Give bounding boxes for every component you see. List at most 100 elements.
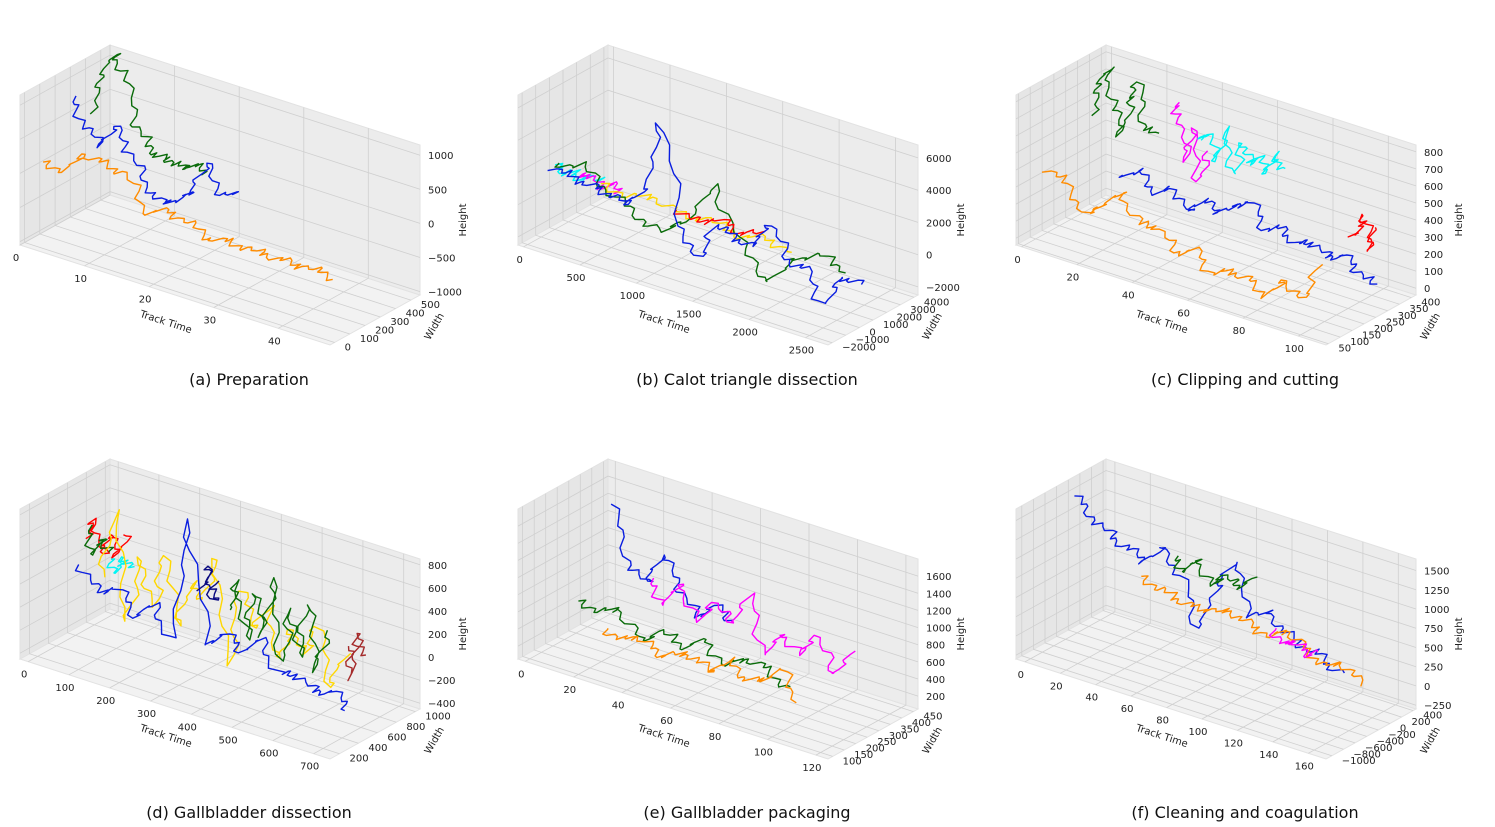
grid-line-z bbox=[19, 157, 421, 258]
z-axis-label: Height bbox=[458, 203, 469, 236]
grid-line-z bbox=[19, 464, 421, 566]
x-tick-label: 80 bbox=[1156, 716, 1169, 727]
z-tick-label: 400 bbox=[1424, 216, 1443, 227]
z-tick-label: 100 bbox=[1424, 267, 1443, 278]
grid-line-x bbox=[68, 474, 160, 676]
x-tick-label: 40 bbox=[1085, 693, 1098, 704]
y-tick-label: 250 bbox=[1386, 317, 1405, 328]
series-line-magenta bbox=[1268, 627, 1319, 659]
y-tick-label: 350 bbox=[900, 724, 919, 735]
z-tick-label: 600 bbox=[926, 658, 945, 669]
grid-line-x bbox=[805, 137, 896, 339]
y-tick-label: 0 bbox=[345, 342, 351, 353]
x-tick-label: 300 bbox=[137, 709, 156, 720]
z-tick-label: 750 bbox=[1424, 624, 1443, 635]
grid-line-y bbox=[1100, 47, 1412, 298]
grid-line-z bbox=[517, 509, 919, 611]
z-axis-label: Height bbox=[1454, 203, 1465, 236]
z-tick-label: 800 bbox=[926, 641, 945, 652]
x-tick-label: 200 bbox=[96, 696, 115, 707]
grid-line-z bbox=[19, 191, 421, 292]
z-tick-label: −250 bbox=[1424, 701, 1451, 712]
grid-line-y bbox=[562, 70, 874, 321]
y-axis-label: Width bbox=[1419, 311, 1443, 342]
y-tick-label: 300 bbox=[1398, 311, 1417, 322]
series-line-magenta bbox=[1170, 101, 1210, 183]
grid-line-y bbox=[1053, 73, 1365, 325]
x-tick-label: 160 bbox=[1295, 761, 1314, 772]
z-tick-label: 800 bbox=[428, 561, 447, 572]
grid-line-y bbox=[24, 92, 335, 343]
grid-line-z bbox=[517, 154, 919, 256]
x-tick-label: 0 bbox=[1014, 255, 1020, 266]
grid-line-y bbox=[54, 75, 366, 326]
grid-line-z bbox=[19, 602, 421, 704]
z-tick-label: 500 bbox=[1424, 199, 1443, 210]
y-tick-label: 200 bbox=[1374, 324, 1393, 335]
z-tick-label: 1500 bbox=[1424, 567, 1449, 578]
panel-c: 0 20 40 60 80 100 50 100 150 200 250 300 350 400 800 70… bbox=[996, 0, 1494, 413]
y-tick-label: 600 bbox=[387, 733, 406, 744]
series-line-orange bbox=[1041, 170, 1324, 300]
chart-f: 020406080100120140160−1000−800−600−400−2… bbox=[1014, 458, 1465, 772]
grid-line-y bbox=[576, 62, 887, 313]
z-tick-label: 4000 bbox=[926, 186, 951, 197]
grid-line-z bbox=[1015, 85, 1417, 187]
x-axis-label: Track Time bbox=[138, 309, 194, 336]
z-tick-label: 700 bbox=[1424, 165, 1443, 176]
y-axis-label: Width bbox=[423, 311, 447, 342]
caption-a: (a) Preparation bbox=[189, 370, 309, 389]
y-tick-label: −1000 bbox=[1342, 756, 1376, 767]
x-tick-label: 100 bbox=[55, 683, 74, 694]
y-tick-label: 1000 bbox=[883, 320, 908, 331]
series-line-orange bbox=[602, 628, 797, 704]
grid-line-x bbox=[573, 477, 665, 678]
z-tick-label: 1200 bbox=[926, 606, 951, 617]
series-line-blue bbox=[1118, 167, 1378, 285]
z-tick-label: 0 bbox=[926, 251, 932, 262]
z-tick-label: 6000 bbox=[926, 154, 951, 165]
grid-line-z bbox=[517, 121, 919, 223]
z-tick-label: 200 bbox=[428, 630, 447, 641]
y-tick-label: 50 bbox=[1338, 344, 1351, 355]
grid-line-z bbox=[1015, 604, 1417, 706]
grid-line-x bbox=[278, 128, 369, 329]
grid-line-z bbox=[1015, 102, 1417, 204]
x-tick-label: 0 bbox=[1018, 670, 1024, 681]
x-tick-label: 40 bbox=[268, 336, 281, 347]
grid-line-x bbox=[19, 45, 111, 246]
series-line-green bbox=[84, 524, 115, 556]
grid-line-z bbox=[517, 561, 919, 663]
y-axis-label: Width bbox=[1419, 725, 1443, 756]
y-tick-label: 0 bbox=[1400, 724, 1406, 735]
y-tick-label: 200 bbox=[375, 326, 394, 337]
z-tick-label: 500 bbox=[428, 185, 447, 196]
y-tick-label: 200 bbox=[1411, 717, 1430, 728]
grid-line-z bbox=[1015, 51, 1417, 153]
series-line-blue bbox=[72, 95, 240, 205]
series-line-green bbox=[578, 599, 791, 688]
grid-line-z bbox=[19, 556, 421, 658]
y-tick-label: −400 bbox=[1377, 736, 1404, 747]
grid-line-z bbox=[19, 122, 421, 224]
grid-line-z bbox=[1015, 136, 1417, 238]
x-tick-label: 400 bbox=[178, 722, 197, 733]
z-tick-label: 1000 bbox=[926, 624, 951, 635]
series-line-green bbox=[1091, 66, 1160, 138]
z-tick-label: 0 bbox=[1424, 284, 1430, 295]
series-line-cyan bbox=[106, 556, 135, 575]
x-tick-label: 0 bbox=[518, 669, 524, 680]
x-tick-label: 30 bbox=[203, 316, 216, 327]
z-tick-label: 0 bbox=[428, 653, 434, 664]
y-tick-label: 400 bbox=[912, 718, 931, 729]
y-tick-label: 200 bbox=[349, 754, 368, 765]
x-tick-label: 0 bbox=[516, 255, 522, 266]
grid-line-x bbox=[670, 508, 762, 709]
series-line-red bbox=[85, 517, 133, 559]
grid-line-y bbox=[535, 85, 846, 336]
grid-line-z bbox=[1015, 153, 1417, 255]
x-tick-label: 100 bbox=[1188, 727, 1207, 738]
y-axis-label: Width bbox=[921, 311, 945, 342]
panel-b: 0 500 1000 1500 2000 2500 −2000 −1000 0 1000 2000 3… bbox=[498, 0, 996, 413]
grid-line-x bbox=[313, 553, 405, 755]
